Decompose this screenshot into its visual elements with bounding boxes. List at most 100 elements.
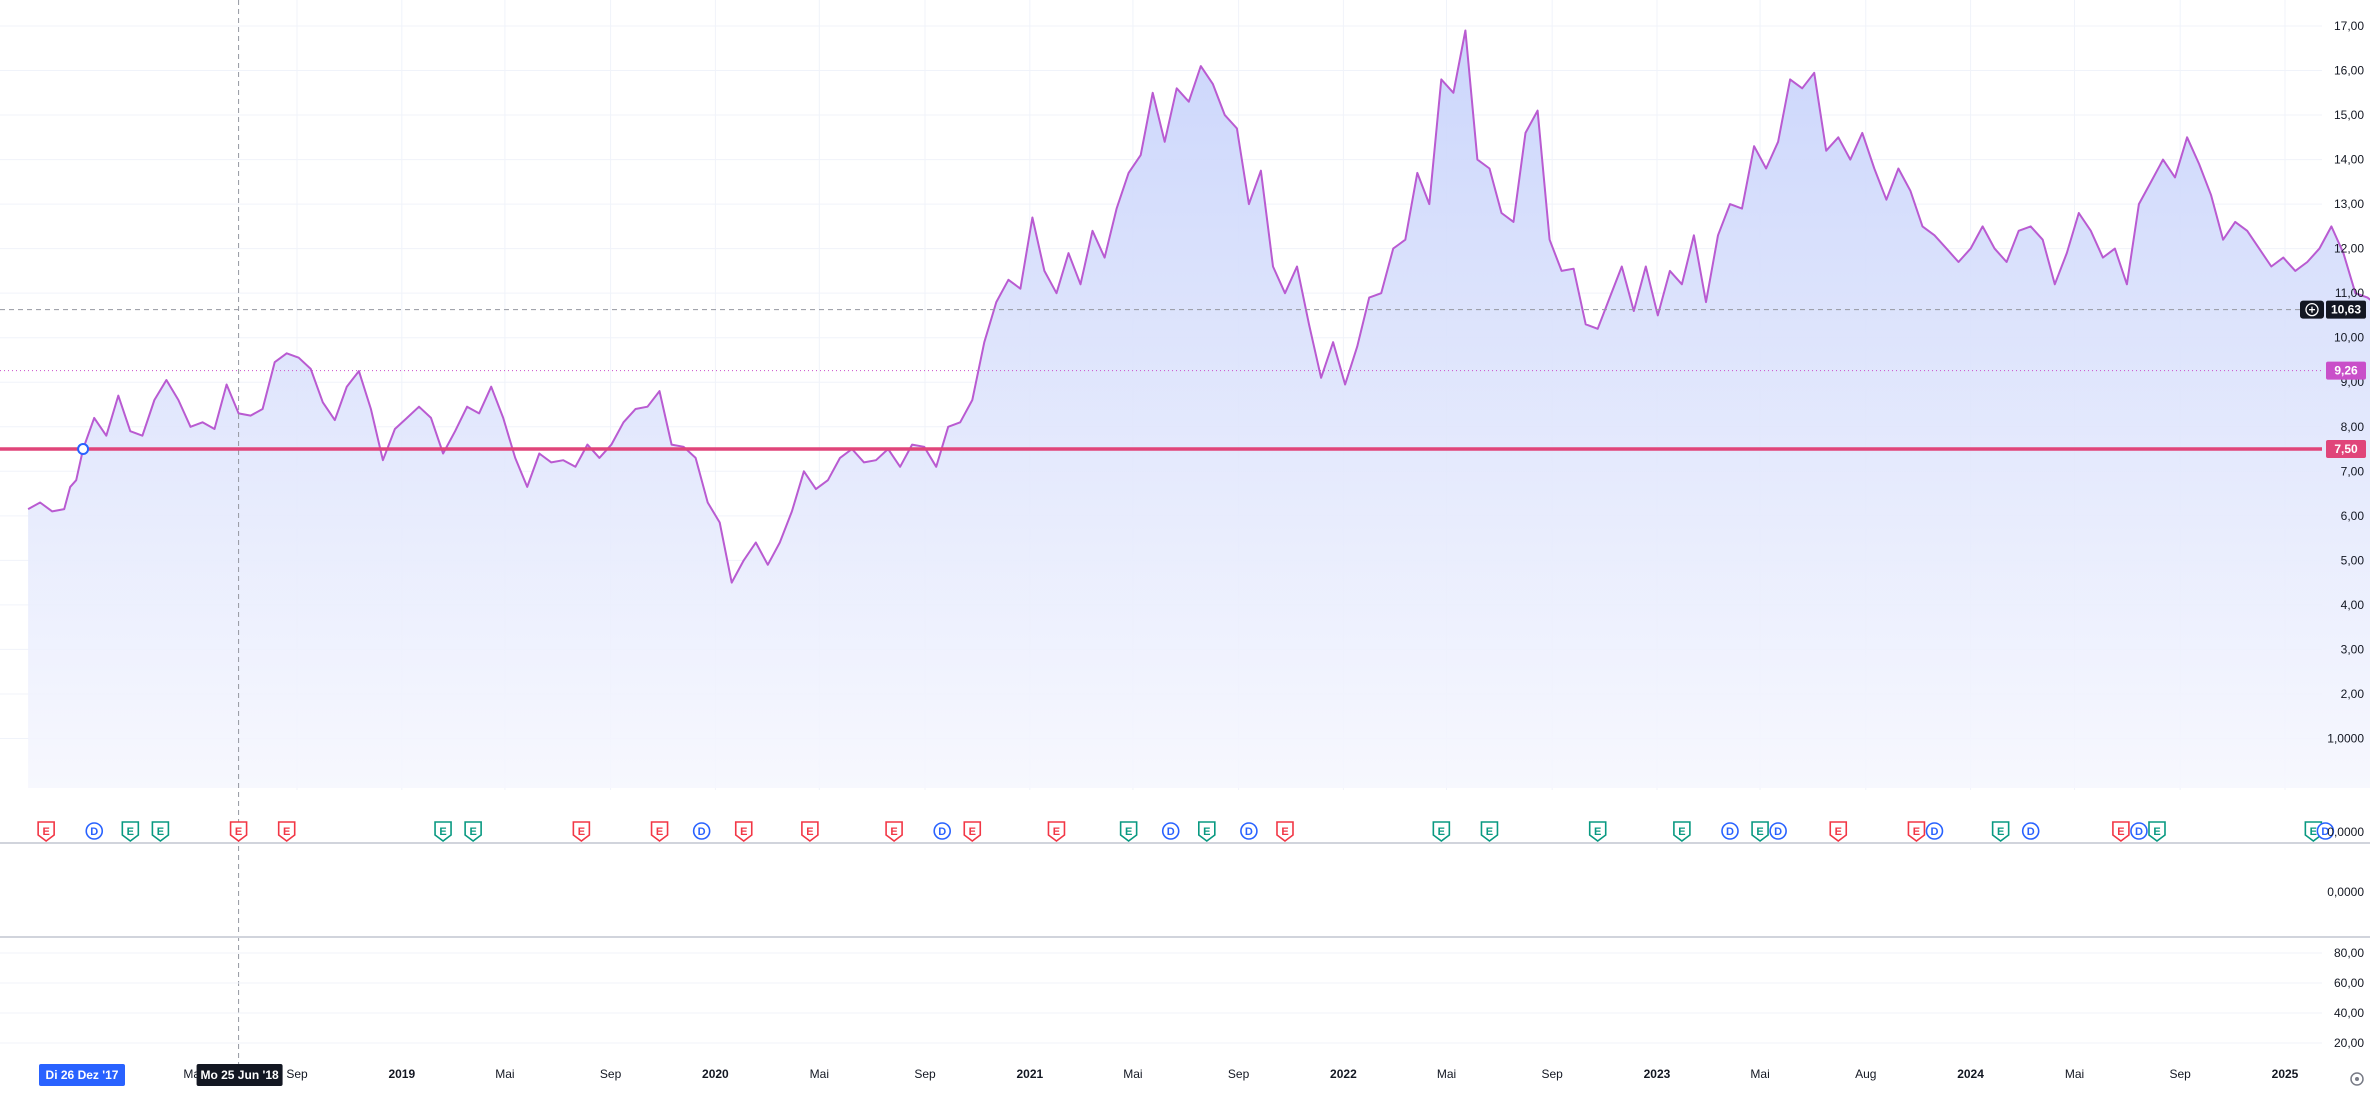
event-marker-e: E xyxy=(1991,821,2010,842)
event-marker-letter: E xyxy=(969,826,976,838)
earnings-icon xyxy=(1907,821,1926,842)
time-tick-label: Mai xyxy=(1750,1067,1769,1081)
time-tick-label: Sep xyxy=(914,1067,936,1081)
dividend-icon xyxy=(1769,822,1787,840)
event-marker-letter: E xyxy=(1125,826,1132,838)
settings-icon-outer xyxy=(2350,1072,2364,1086)
time-tick-label: Aug xyxy=(1855,1067,1876,1081)
price-tick-label: 12,00 xyxy=(2334,242,2364,256)
price-tick-label: 2,00 xyxy=(2341,687,2365,701)
event-marker-e: E xyxy=(1198,821,1216,842)
earnings-icon xyxy=(885,821,903,842)
price-line xyxy=(27,29,2370,584)
earnings-icon xyxy=(1198,821,1216,842)
event-marker-e: E xyxy=(121,821,140,842)
event-marker-letter: D xyxy=(1245,826,1253,838)
event-marker-e: E xyxy=(1480,821,1499,842)
dividend-icon xyxy=(2316,822,2335,840)
event-marker-letter: D xyxy=(1774,826,1782,838)
event-marker-letter: E xyxy=(283,826,290,838)
price-tick-label: 1,0000 xyxy=(2327,731,2364,745)
area-fill xyxy=(28,30,2370,788)
time-tick-label: 2019 xyxy=(388,1067,415,1081)
event-marker-letter: D xyxy=(1726,826,1734,838)
price-tick-label: 4,00 xyxy=(2341,598,2365,612)
earnings-icon xyxy=(572,821,591,842)
event-marker-e: E xyxy=(801,821,819,842)
event-marker-e: E xyxy=(464,821,482,842)
highlighted-date-label: Di 26 Dez '17 xyxy=(46,1068,119,1082)
dividend-icon xyxy=(1721,822,1739,840)
event-marker-letter: E xyxy=(2310,826,2317,838)
event-marker-e: E xyxy=(1432,821,1451,842)
oscillator-top-label: 0,0000 xyxy=(2327,885,2364,899)
event-markers: EDEEEEEEEEDEEEDEEEDEDEEEEEDEDEEDEDEDEEDE… xyxy=(37,821,2335,842)
price-tick-label: 10,00 xyxy=(2334,331,2364,345)
event-marker-e: E xyxy=(1047,821,1066,842)
event-marker-d: D xyxy=(1721,822,1739,840)
price-tick-label: 3,00 xyxy=(2341,642,2365,656)
event-marker-e: E xyxy=(1907,821,1926,842)
oscillator-tick-label: 60,00 xyxy=(2334,976,2364,990)
price-badge-label: 9,26 xyxy=(2334,364,2358,378)
time-tick-label: Sep xyxy=(600,1067,622,1081)
event-marker-letter: E xyxy=(2117,826,2124,838)
price-badge xyxy=(2326,361,2366,380)
earnings-icon xyxy=(37,821,55,842)
earnings-icon xyxy=(1588,821,1607,842)
event-marker-d: D xyxy=(2021,822,2040,840)
time-tick-label: Sep xyxy=(1228,1067,1250,1081)
event-marker-d: D xyxy=(1161,822,1180,840)
plus-circle-icon xyxy=(2300,300,2324,319)
event-marker-letter: D xyxy=(90,826,98,838)
event-marker-letter: E xyxy=(1486,826,1493,838)
event-marker-e: E xyxy=(572,821,591,842)
earnings-icon xyxy=(734,821,753,842)
price-tick-label: 8,00 xyxy=(2341,420,2365,434)
price-badges: 10,63 9,26 7,50 xyxy=(2300,300,2366,459)
earnings-icon xyxy=(434,821,452,842)
dividend-icon xyxy=(1925,822,1944,840)
earnings-icon xyxy=(1480,821,1499,842)
time-tick-label: 2022 xyxy=(1330,1067,1357,1081)
time-tick-label: Sep xyxy=(1541,1067,1563,1081)
event-marker-letter: D xyxy=(2135,826,2143,838)
event-marker-letter: E xyxy=(42,826,49,838)
earnings-icon xyxy=(650,821,669,842)
event-marker-d: D xyxy=(933,822,951,840)
earnings-icon xyxy=(801,821,819,842)
event-marker-letter: E xyxy=(235,826,242,838)
event-marker-d: D xyxy=(1769,822,1787,840)
price-tick-label: 11,00 xyxy=(2335,286,2364,300)
earnings-icon xyxy=(1432,821,1451,842)
event-marker-e: E xyxy=(650,821,669,842)
oscillator-tick-label: 40,00 xyxy=(2334,1006,2364,1020)
price-badge-label: 10,63 xyxy=(2331,303,2361,317)
event-marker-letter: D xyxy=(2027,826,2035,838)
event-marker-e: E xyxy=(151,821,170,842)
event-marker-letter: E xyxy=(1997,826,2004,838)
event-marker-letter: E xyxy=(890,826,897,838)
highlighted-date-label: Mo 25 Jun '18 xyxy=(200,1068,279,1082)
event-marker-letter: E xyxy=(127,826,134,838)
dividend-icon xyxy=(2130,822,2148,840)
oscillator-tick-label: 80,00 xyxy=(2334,946,2364,960)
anchor-point xyxy=(77,443,90,456)
time-tick-label: 2021 xyxy=(1016,1067,1043,1081)
earnings-icon xyxy=(1047,821,1066,842)
time-tick-label: Sep xyxy=(2170,1067,2192,1081)
earnings-icon xyxy=(1991,821,2010,842)
price-tick-label: 17,00 xyxy=(2334,19,2364,33)
event-marker-e: E xyxy=(2304,821,2323,842)
price-tick-label: 16,00 xyxy=(2334,64,2364,78)
time-tick-label: Mai xyxy=(1123,1067,1142,1081)
event-marker-letter: E xyxy=(1281,826,1288,838)
dividend-icon xyxy=(692,822,711,840)
event-marker-e: E xyxy=(229,821,248,842)
time-tick-label: 2025 xyxy=(2272,1067,2299,1081)
earnings-icon xyxy=(2112,821,2130,842)
oscillator-pane: 0,0000 80,00 60,00 40,00 20,00 xyxy=(0,885,2364,1050)
price-tick-label: 14,00 xyxy=(2334,153,2364,167)
event-marker-e: E xyxy=(2148,821,2166,842)
